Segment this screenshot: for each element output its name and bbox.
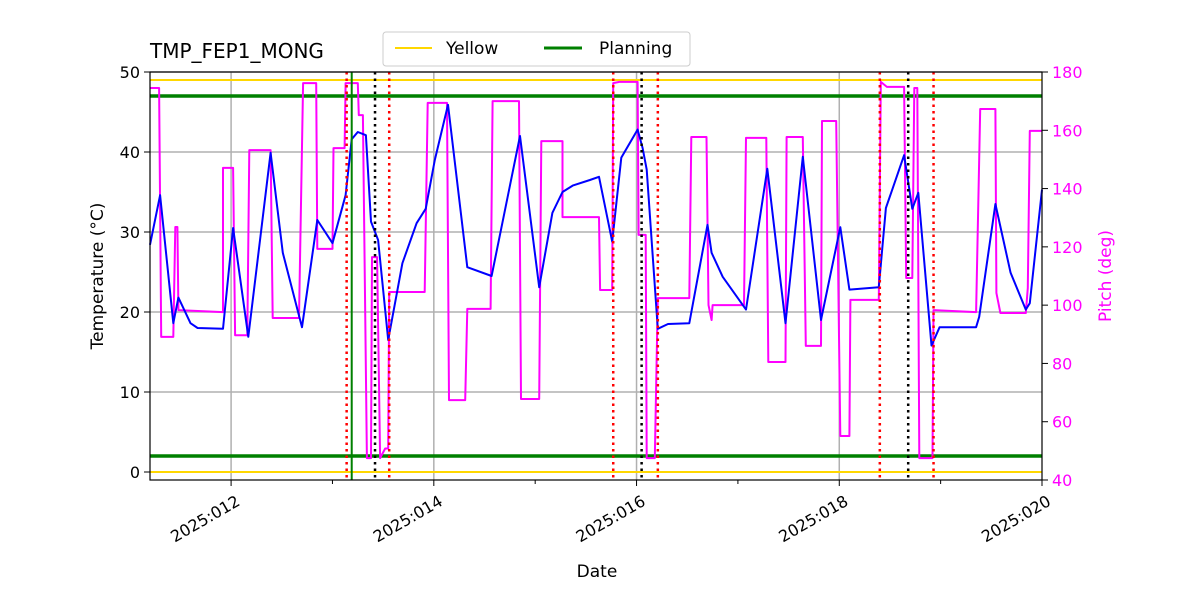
series-lines [149, 80, 1043, 460]
y2-axis-label: Pitch (deg) [1096, 230, 1116, 322]
plot-frame [149, 71, 1043, 481]
y-tick-label: 30 [120, 223, 140, 242]
axes: 2025:012 2025:014 2025:016 2025:018 2025:020… [120, 63, 1083, 546]
legend-label-planning: Planning [599, 39, 672, 59]
y-tick-label: 0 [130, 463, 140, 482]
y-tick-label: 10 [120, 383, 140, 402]
y2-tick-label: 160 [1052, 121, 1083, 140]
y2-tick-label: 120 [1052, 238, 1083, 257]
x-tick-label: 2025:020 [978, 491, 1054, 546]
y-tick-label: 50 [120, 63, 140, 82]
chart-title: TMP_FEP1_MONG [149, 39, 324, 63]
x-tick-label: 2025:018 [775, 491, 851, 546]
y2-tick-label: 180 [1052, 63, 1083, 82]
x-axis-label: Date [577, 562, 618, 582]
x-tick-label: 2025:014 [370, 491, 446, 546]
legend-label-yellow: Yellow [445, 39, 498, 59]
y2-tick-label: 40 [1052, 471, 1072, 490]
y2-tick-label: 60 [1052, 413, 1072, 432]
event-lines [345, 72, 935, 480]
temperature-line [149, 103, 1043, 347]
y2-tick-label: 140 [1052, 180, 1083, 199]
y-tick-label: 40 [120, 143, 140, 162]
y2-tick-label: 100 [1052, 296, 1083, 315]
x-tick-label: 2025:016 [573, 491, 649, 546]
y-axis-label: Temperature (°C) [88, 203, 108, 351]
pitch-line [150, 80, 1042, 460]
legend: Yellow Planning [382, 31, 691, 67]
y-tick-label: 20 [120, 303, 140, 322]
y2-tick-label: 80 [1052, 354, 1072, 373]
limit-lines [150, 79, 1042, 473]
x-tick-label: 2025:012 [167, 491, 243, 546]
